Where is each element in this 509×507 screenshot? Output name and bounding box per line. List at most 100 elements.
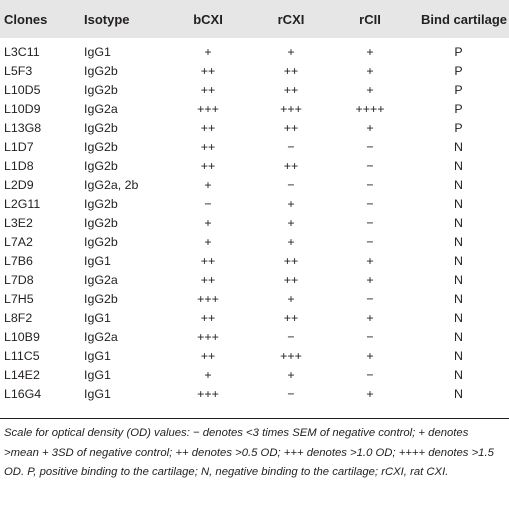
rcii-cell: −	[366, 234, 374, 249]
rcxi-cell: −	[287, 386, 295, 401]
table-row: L2G11 IgG2b − + − N	[0, 194, 509, 213]
bind-cartilage-cell: N	[454, 329, 463, 344]
rcxi-cell: +++	[280, 348, 302, 363]
table-row: L7H5 IgG2b +++ + − N	[0, 289, 509, 308]
table-row: L8F2 IgG1 ++ ++ + N	[0, 308, 509, 327]
rcxi-cell: ++	[283, 272, 299, 287]
header-rcxi: rCXI	[277, 11, 305, 27]
clone-cell: L3E2	[4, 215, 33, 230]
rcii-cell: −	[366, 158, 374, 173]
data-table: Clones Isotype bCXI rCXI rCII Bind carti…	[0, 0, 509, 403]
rcxi-cell: +	[287, 196, 295, 211]
isotype-cell: IgG1	[84, 310, 111, 325]
isotype-cell: IgG2a	[84, 329, 118, 344]
bind-cartilage-cell: N	[454, 272, 463, 287]
header-bind-cartilage: Bind cartilage	[421, 11, 507, 27]
rcii-cell: ++++	[355, 101, 385, 116]
bcxi-cell: ++	[200, 82, 216, 97]
rcii-cell: −	[366, 177, 374, 192]
table-row: L10D9 IgG2a +++ +++ ++++ P	[0, 99, 509, 118]
rcxi-cell: ++	[283, 158, 299, 173]
table-row: L3C11 IgG1 + + + P	[0, 38, 509, 61]
isotype-cell: IgG2b	[84, 63, 118, 78]
clone-cell: L7D8	[4, 272, 34, 287]
bcxi-cell: ++	[200, 348, 216, 363]
rcii-cell: −	[366, 291, 374, 306]
bcxi-cell: +	[204, 44, 212, 59]
table-row: L16G4 IgG1 +++ − + N	[0, 384, 509, 403]
clone-cell: L14E2	[4, 367, 40, 382]
bcxi-cell: ++	[200, 139, 216, 154]
bcxi-cell: +++	[197, 101, 219, 116]
isotype-cell: IgG2b	[84, 82, 118, 97]
bcxi-cell: +++	[197, 291, 219, 306]
rcxi-cell: ++	[283, 120, 299, 135]
isotype-cell: IgG2b	[84, 291, 118, 306]
bind-cartilage-cell: P	[454, 82, 463, 97]
table-row: L1D8 IgG2b ++ ++ − N	[0, 156, 509, 175]
bind-cartilage-cell: N	[454, 386, 463, 401]
bcxi-cell: ++	[200, 310, 216, 325]
clone-cell: L10D9	[4, 101, 41, 116]
clone-cell: L13G8	[4, 120, 42, 135]
bind-cartilage-cell: N	[454, 253, 463, 268]
bind-cartilage-cell: P	[454, 63, 463, 78]
isotype-cell: IgG2a	[84, 101, 118, 116]
bind-cartilage-cell: N	[454, 291, 463, 306]
rcxi-cell: ++	[283, 310, 299, 325]
table-row: L7D8 IgG2a ++ ++ + N	[0, 270, 509, 289]
header-rcii: rCII	[359, 11, 381, 27]
rcxi-cell: +++	[280, 101, 302, 116]
table-row: L14E2 IgG1 + + − N	[0, 365, 509, 384]
rcii-cell: +	[366, 348, 374, 363]
rcxi-cell: +	[287, 44, 295, 59]
rcxi-cell: ++	[283, 253, 299, 268]
bind-cartilage-cell: N	[454, 367, 463, 382]
rcii-cell: −	[366, 367, 374, 382]
isotype-cell: IgG1	[84, 386, 111, 401]
bind-cartilage-cell: N	[454, 348, 463, 363]
header-row: Clones Isotype bCXI rCXI rCII Bind carti…	[0, 0, 509, 38]
isotype-cell: IgG2a	[84, 272, 118, 287]
clone-cell: L2G11	[4, 196, 41, 211]
table-row: L7B6 IgG1 ++ ++ + N	[0, 251, 509, 270]
table-row: L11C5 IgG1 ++ +++ + N	[0, 346, 509, 365]
clone-cell: L2D9	[4, 177, 34, 192]
table-row: L2D9 IgG2a, 2b + − − N	[0, 175, 509, 194]
bind-cartilage-cell: P	[454, 101, 463, 116]
table-header: Clones Isotype bCXI rCXI rCII Bind carti…	[0, 0, 509, 38]
clone-cell: L1D7	[4, 139, 34, 154]
table-body: L3C11 IgG1 + + + P L5F3 IgG2b ++ ++ + P L10D5 IgG2b ++…	[0, 38, 509, 403]
isotype-cell: IgG2b	[84, 215, 118, 230]
clone-cell: L7A2	[4, 234, 33, 249]
bind-cartilage-cell: N	[454, 139, 463, 154]
rcii-cell: +	[366, 44, 374, 59]
clone-cell: L5F3	[4, 63, 33, 78]
table-bottom-rule	[0, 418, 509, 419]
bcxi-cell: ++	[200, 158, 216, 173]
bcxi-cell: ++	[200, 272, 216, 287]
bind-cartilage-cell: N	[454, 196, 463, 211]
rcxi-cell: +	[287, 234, 295, 249]
bcxi-cell: ++	[200, 63, 216, 78]
rcii-cell: +	[366, 310, 374, 325]
rcii-cell: +	[366, 253, 374, 268]
table-row: L10D5 IgG2b ++ ++ + P	[0, 80, 509, 99]
rcii-cell: −	[366, 215, 374, 230]
table-row: L10B9 IgG2a +++ − − N	[0, 327, 509, 346]
clone-cell: L8F2	[4, 310, 33, 325]
clone-cell: L7B6	[4, 253, 33, 268]
table-footnote: Scale for optical density (OD) values: −…	[4, 427, 494, 479]
clone-cell: L3C11	[4, 44, 40, 59]
isotype-cell: IgG1	[84, 253, 111, 268]
bcxi-cell: +	[204, 234, 212, 249]
isotype-cell: IgG2b	[84, 158, 118, 173]
header-bcxi: bCXI	[193, 11, 223, 27]
bind-cartilage-cell: N	[454, 310, 463, 325]
bind-cartilage-cell: N	[454, 234, 463, 249]
header-clones: Clones	[4, 11, 48, 27]
bcxi-cell: +++	[197, 386, 219, 401]
rcii-cell: +	[366, 386, 374, 401]
table-row: L5F3 IgG2b ++ ++ + P	[0, 61, 509, 80]
